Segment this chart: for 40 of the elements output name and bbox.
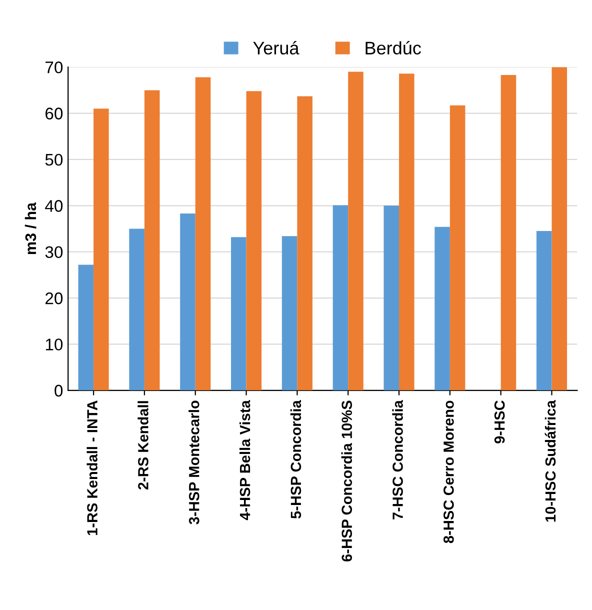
y-tick-label: 60 [46,108,63,120]
x-tick-label: 3-HSP Montecarlo [188,400,200,524]
x-tick-label: 10-HSC Sudáfrica [544,400,556,522]
bar [94,108,109,390]
bar [231,237,246,390]
bar [399,74,414,390]
x-tick-label: 5-HSP Concordia [290,400,302,519]
y-tick-label: 30 [45,246,63,258]
y-tick-label: 70 [46,62,63,74]
bar [246,91,262,390]
bar [297,96,312,390]
bar [384,206,400,390]
x-tick-label: 1-RS Kendall - INTA [86,400,98,536]
legend-label: Yeruá [253,41,300,55]
y-tick-label: 40 [45,200,63,212]
bar [348,72,364,390]
bar [195,77,211,390]
x-tick-label: 4-HSP Bella Vista [239,400,250,520]
x-tick-label: 9-HSC [494,400,505,444]
bar [450,105,466,390]
bar [434,226,450,390]
bar [282,236,298,390]
bar [129,228,144,390]
bar [180,214,196,390]
y-tick-label: 50 [45,154,63,166]
bar [332,205,348,390]
bar [144,90,160,390]
bar [536,231,552,390]
x-tick-label: 2-RS Kendall [138,401,148,490]
y-axis-title: m3 / ha [24,202,36,254]
x-tick-label: 8-HSC Cerro Moreno [444,400,454,544]
bar [500,74,516,390]
legend-label: Berdúc [366,41,421,55]
y-tick-label: 10 [46,338,63,350]
bar [552,67,568,390]
y-tick-label: 20 [46,292,63,304]
x-tick-label: 6-HSP Concordia 10%S [341,400,352,562]
y-tick-label: 0 [54,384,63,397]
bar [78,264,94,390]
x-tick-label: 7-HSC Concordia [392,400,403,520]
